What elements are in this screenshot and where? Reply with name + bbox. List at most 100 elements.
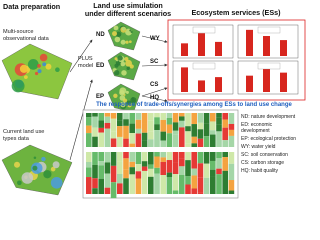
legend-item: ED: economic [241,122,273,128]
map-patch [132,99,135,103]
stack-seg [191,136,197,144]
arrow [141,63,168,67]
mini-legend [192,62,216,70]
stack-seg [98,152,104,162]
legend: ND: nature development ED: economic deve… [241,114,296,174]
map-patch [27,59,39,70]
stack-seg [216,113,222,118]
map-patch [131,97,134,100]
stack-seg [86,113,92,118]
stack-seg [160,131,166,141]
stack-seg [92,127,98,137]
map-patch [52,161,60,169]
mini-legend [192,26,216,34]
mini-bar [246,75,253,92]
model-label: PLUS [78,56,93,62]
map-patch [125,90,129,94]
stack-seg [92,136,98,147]
input-label: Multi-source [3,29,33,35]
stack-seg [166,124,173,134]
stack-seg [110,113,117,119]
stack-seg [141,152,148,162]
stack-seg [117,113,123,121]
map-patch [120,101,126,108]
stack-seg [216,168,222,175]
section-title: under different scenarios [85,9,171,18]
stack-seg [92,188,98,194]
stack-seg [123,119,129,126]
stack-seg [154,113,160,118]
stack-seg [203,113,210,124]
stack-seg [185,184,191,194]
stack-seg [117,183,123,194]
stack-seg [123,158,129,170]
stack-seg [185,126,191,132]
stack-seg [123,125,129,139]
model-label: model [78,63,93,69]
stack-seg [197,152,204,164]
stack-seg [222,152,228,158]
stack-seg [185,152,191,161]
stack-seg [98,161,104,166]
stack-seg [228,129,235,136]
stack-seg [228,190,235,194]
stack-seg [216,117,222,125]
stack-seg [185,160,191,177]
stack-seg [98,178,104,194]
stack-seg [154,130,160,147]
stack-seg [148,131,154,140]
stack-seg [135,171,142,179]
stack-seg [160,157,166,162]
map-patch [125,40,129,44]
map-patch [126,66,130,71]
section-title: Ecosystem services (ESs) [191,8,281,17]
stack-seg [129,174,135,194]
stack-seg [98,132,104,147]
mini-bar [181,43,188,56]
stack-seg [185,176,191,185]
stack-seg [110,138,117,147]
stack-seg [191,152,197,169]
mini-bar [215,77,222,92]
stack-seg [104,187,111,194]
stack-seg [222,113,228,120]
stack-seg [135,119,142,129]
map-outline [1,43,73,100]
map-patch [37,64,41,68]
stack-seg [160,140,166,147]
mini-legend [257,26,281,34]
stack-seg [154,167,160,174]
stack-seg [210,134,216,147]
stack-seg [203,152,210,164]
stack-seg [110,165,117,183]
stack-seg [148,152,154,165]
stack-seg [228,135,235,147]
arrow [141,95,168,103]
stack-seg [228,123,235,130]
stack-seg [129,152,135,162]
stack-seg [172,174,179,191]
stack-seg [228,152,235,164]
stack-seg [117,152,123,162]
stack-seg [141,166,148,171]
stack-seg [86,177,92,194]
scenario-label: ND [96,32,105,38]
mini-bar [198,33,205,56]
stack-seg [110,131,117,139]
map-patch [55,67,60,73]
stack-seg [141,140,148,147]
stack-seg [222,170,228,194]
map-patch [11,79,25,93]
stack-seg [197,163,204,178]
stack-seg [222,119,228,128]
stack-seg [104,152,111,163]
stack-seg [172,130,179,135]
stack-seg [117,161,123,174]
stack-seg [185,131,191,144]
stack-seg [203,163,210,178]
stack-seg [123,178,129,194]
stack-seg [86,167,92,178]
stack-seg [104,122,111,129]
legend-item: ND: nature development [241,114,296,120]
section-title: Land use simulation [93,1,163,10]
